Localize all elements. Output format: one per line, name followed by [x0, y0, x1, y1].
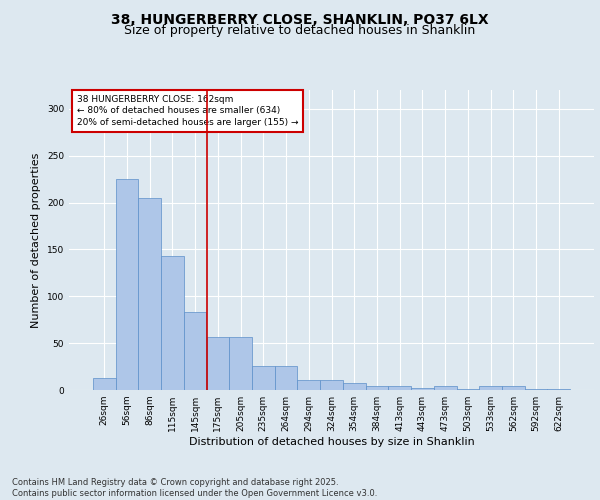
Bar: [161, 256, 184, 390]
Bar: [434, 386, 457, 390]
Bar: [411, 388, 434, 390]
Bar: [547, 389, 570, 390]
Bar: [206, 336, 229, 390]
Text: Contains HM Land Registry data © Crown copyright and database right 2025.
Contai: Contains HM Land Registry data © Crown c…: [12, 478, 377, 498]
Y-axis label: Number of detached properties: Number of detached properties: [31, 152, 41, 328]
Bar: [116, 179, 139, 390]
Bar: [252, 366, 275, 390]
Bar: [365, 386, 388, 390]
Bar: [388, 386, 411, 390]
Bar: [524, 389, 547, 390]
Text: 38 HUNGERBERRY CLOSE: 162sqm
← 80% of detached houses are smaller (634)
20% of s: 38 HUNGERBERRY CLOSE: 162sqm ← 80% of de…: [77, 94, 298, 127]
Text: 38, HUNGERBERRY CLOSE, SHANKLIN, PO37 6LX: 38, HUNGERBERRY CLOSE, SHANKLIN, PO37 6L…: [111, 12, 489, 26]
Bar: [502, 386, 524, 390]
Bar: [184, 312, 206, 390]
Bar: [320, 380, 343, 390]
Bar: [343, 384, 365, 390]
Bar: [229, 336, 252, 390]
Bar: [139, 198, 161, 390]
Text: Size of property relative to detached houses in Shanklin: Size of property relative to detached ho…: [124, 24, 476, 37]
Bar: [93, 378, 116, 390]
Bar: [298, 380, 320, 390]
Bar: [457, 389, 479, 390]
X-axis label: Distribution of detached houses by size in Shanklin: Distribution of detached houses by size …: [188, 437, 475, 447]
Bar: [479, 386, 502, 390]
Bar: [275, 366, 298, 390]
